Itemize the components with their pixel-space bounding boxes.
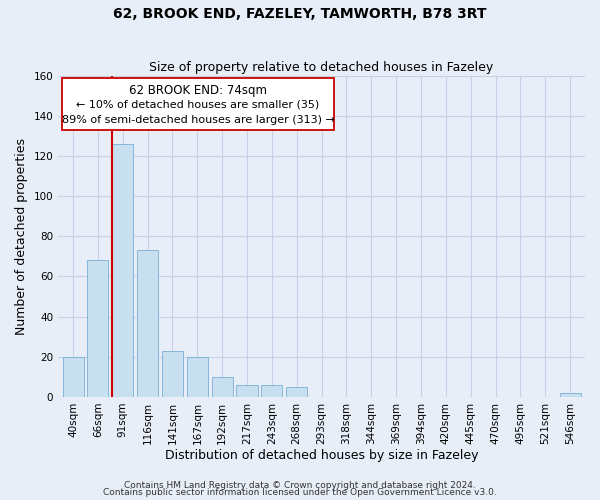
Text: Contains public sector information licensed under the Open Government Licence v3: Contains public sector information licen…	[103, 488, 497, 497]
Bar	[112, 144, 133, 397]
Bar	[560, 393, 581, 397]
X-axis label: Distribution of detached houses by size in Fazeley: Distribution of detached houses by size …	[165, 450, 478, 462]
Bar	[187, 357, 208, 397]
Text: 62 BROOK END: 74sqm: 62 BROOK END: 74sqm	[129, 84, 267, 96]
Bar	[212, 377, 233, 397]
Bar	[286, 387, 307, 397]
Text: 89% of semi-detached houses are larger (313) →: 89% of semi-detached houses are larger (…	[62, 116, 334, 126]
Bar	[137, 250, 158, 397]
Title: Size of property relative to detached houses in Fazeley: Size of property relative to detached ho…	[149, 62, 494, 74]
Bar	[162, 351, 183, 397]
Bar	[62, 357, 83, 397]
FancyBboxPatch shape	[62, 78, 334, 130]
Text: 62, BROOK END, FAZELEY, TAMWORTH, B78 3RT: 62, BROOK END, FAZELEY, TAMWORTH, B78 3R…	[113, 8, 487, 22]
Y-axis label: Number of detached properties: Number of detached properties	[15, 138, 28, 335]
Bar	[262, 385, 283, 397]
Bar	[88, 260, 109, 397]
Text: ← 10% of detached houses are smaller (35): ← 10% of detached houses are smaller (35…	[76, 100, 320, 110]
Text: Contains HM Land Registry data © Crown copyright and database right 2024.: Contains HM Land Registry data © Crown c…	[124, 480, 476, 490]
Bar	[236, 385, 257, 397]
